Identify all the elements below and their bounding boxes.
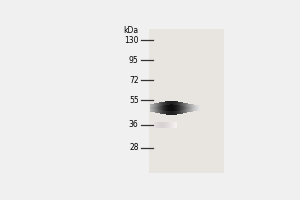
Text: 95: 95 — [129, 56, 139, 65]
Bar — [149, 29, 224, 173]
Text: kDa: kDa — [124, 26, 139, 35]
Text: 130: 130 — [124, 36, 139, 45]
Text: 55: 55 — [129, 96, 139, 105]
Text: 72: 72 — [129, 76, 139, 85]
Text: 28: 28 — [129, 143, 139, 152]
Text: 36: 36 — [129, 120, 139, 129]
